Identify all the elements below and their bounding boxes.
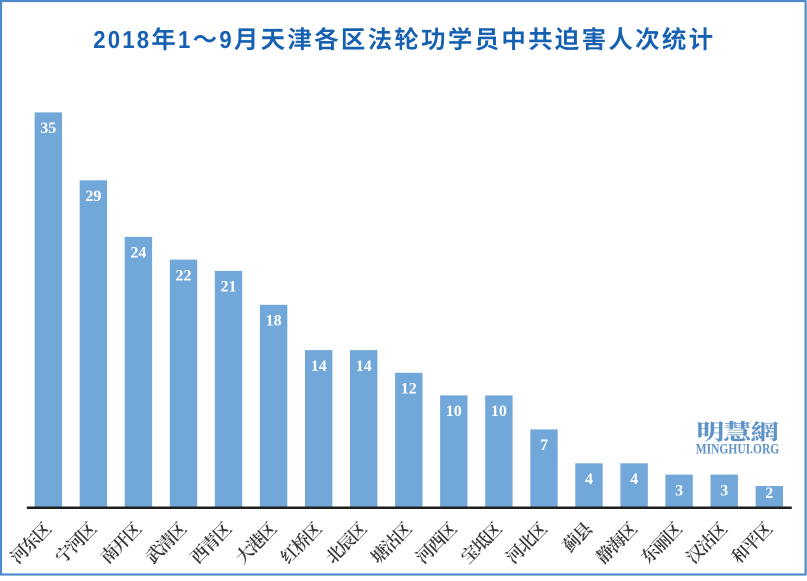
svg-text:MINGHUI.ORG: MINGHUI.ORG bbox=[696, 442, 780, 458]
svg-text:3: 3 bbox=[675, 482, 683, 499]
svg-text:14: 14 bbox=[356, 358, 372, 375]
svg-text:2: 2 bbox=[765, 485, 773, 502]
svg-text:18: 18 bbox=[266, 313, 282, 330]
svg-text:10: 10 bbox=[446, 403, 462, 420]
svg-text:10: 10 bbox=[491, 403, 507, 420]
svg-text:4: 4 bbox=[630, 471, 638, 488]
svg-text:35: 35 bbox=[40, 120, 56, 137]
svg-text:3: 3 bbox=[720, 482, 728, 499]
svg-text:21: 21 bbox=[221, 279, 237, 296]
svg-text:22: 22 bbox=[176, 267, 192, 284]
svg-text:4: 4 bbox=[585, 471, 593, 488]
svg-text:12: 12 bbox=[401, 381, 417, 398]
svg-text:24: 24 bbox=[130, 245, 146, 262]
svg-text:7: 7 bbox=[540, 437, 548, 454]
svg-text:14: 14 bbox=[311, 358, 327, 375]
svg-text:29: 29 bbox=[85, 188, 101, 205]
